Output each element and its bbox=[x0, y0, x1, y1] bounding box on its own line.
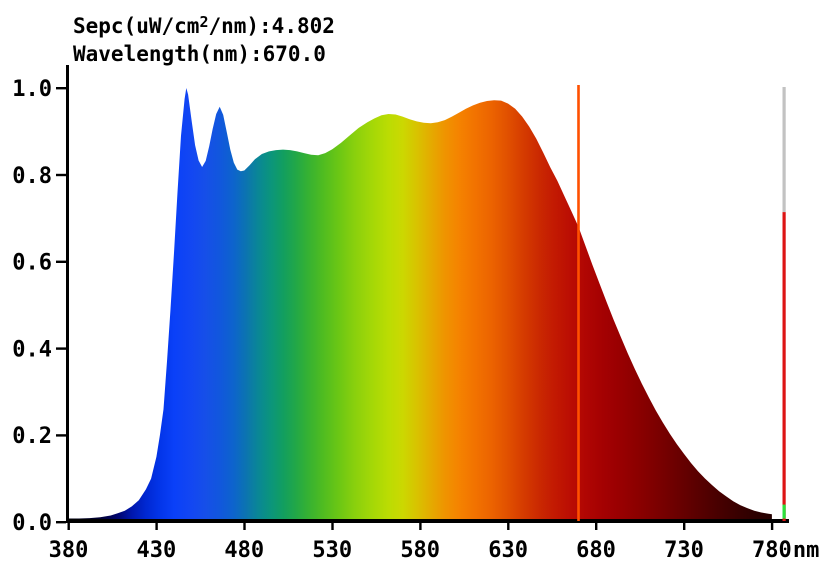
y-tick-label: 0.2 bbox=[12, 424, 52, 449]
x-tick-label: 780 bbox=[752, 538, 792, 563]
x-tick-label: 480 bbox=[224, 538, 264, 563]
wavelength-readout: Wavelength(nm):670.0 bbox=[73, 42, 326, 66]
sepc-readout-prefix: Sepc(uW/cm bbox=[73, 14, 200, 38]
x-tick bbox=[67, 523, 70, 530]
level-bar-track bbox=[782, 87, 786, 213]
sepc-readout: Sepc(uW/cm2/nm):4.802 bbox=[73, 13, 335, 38]
y-tick-label: 0.6 bbox=[12, 251, 52, 276]
y-tick-label: 1.0 bbox=[12, 77, 52, 102]
level-bar-marker bbox=[782, 504, 786, 519]
y-tick-label: 0.0 bbox=[12, 511, 52, 536]
x-tick bbox=[243, 523, 246, 530]
x-tick bbox=[419, 523, 422, 530]
x-tick bbox=[770, 523, 774, 530]
x-tick-label: 380 bbox=[49, 538, 89, 563]
x-tick bbox=[683, 523, 686, 530]
y-tick bbox=[56, 347, 66, 350]
spectrum-area bbox=[68, 88, 772, 521]
x-tick-label: 630 bbox=[488, 538, 528, 563]
x-tick-label: 530 bbox=[312, 538, 352, 563]
y-tick bbox=[56, 87, 66, 90]
x-tick-label: 430 bbox=[137, 538, 177, 563]
x-tick bbox=[331, 523, 334, 530]
x-tick-label: 680 bbox=[576, 538, 616, 563]
x-tick-label: 580 bbox=[400, 538, 440, 563]
y-tick bbox=[56, 434, 66, 437]
x-axis-line bbox=[66, 519, 789, 523]
x-axis-unit: nm bbox=[793, 538, 820, 563]
cursor-line[interactable] bbox=[577, 85, 580, 521]
y-tick-label: 0.8 bbox=[12, 164, 52, 189]
y-tick bbox=[56, 173, 66, 177]
y-tick-label: 0.4 bbox=[12, 337, 52, 362]
y-axis-line bbox=[66, 65, 69, 523]
x-tick bbox=[507, 523, 510, 530]
x-tick bbox=[155, 523, 158, 530]
y-tick bbox=[56, 260, 66, 263]
sepc-readout-value: /nm):4.802 bbox=[208, 14, 335, 38]
sepc-readout-superscript: 2 bbox=[199, 13, 209, 31]
y-tick bbox=[56, 521, 66, 524]
level-bar-fill bbox=[782, 212, 786, 521]
x-tick bbox=[595, 523, 598, 530]
x-tick-label: 730 bbox=[664, 538, 704, 563]
